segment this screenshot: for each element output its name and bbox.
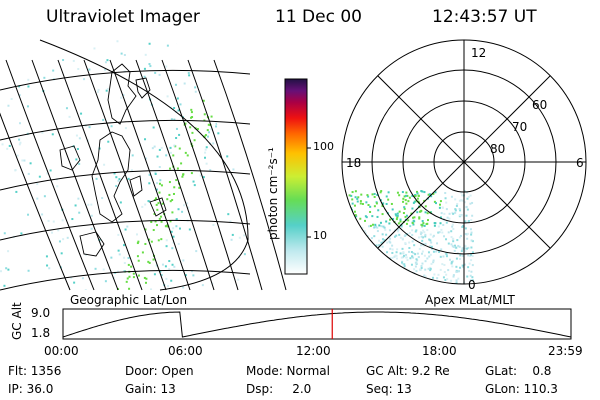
time-tick-1800: 18:00 — [422, 344, 457, 358]
coastline-outline — [59, 63, 167, 257]
altitude-tick-1-8: 1.8 — [31, 326, 51, 340]
colorbar-tick-10: 10 — [313, 229, 327, 242]
time-tick-1200: 12:00 — [296, 344, 331, 358]
geo-longitude: GLon: 110.3 — [485, 382, 558, 396]
colorbar-tick-100: 100 — [313, 140, 334, 153]
display-value: Dsp: 2.0 — [246, 382, 312, 396]
altitude-axis-label: GC Alt — [10, 302, 24, 340]
mlt-label-0: 0 — [468, 278, 476, 292]
polar-grid — [341, 39, 587, 285]
mlat-label-70: 70 — [512, 120, 528, 134]
instrument-title: Ultraviolet Imager — [46, 7, 200, 27]
mlt-label-12: 12 — [471, 46, 487, 60]
left-panel-caption: Geographic Lat/Lon — [70, 293, 188, 307]
right-panel-caption: Apex MLat/MLT — [425, 293, 515, 307]
date-label: 11 Dec 00 — [275, 7, 362, 27]
time-tick-2359: 23:59 — [548, 344, 583, 358]
geo-latitude: GLat: 0.8 — [485, 364, 552, 378]
altitude-curve — [62, 311, 572, 338]
ip-value: IP: 36.0 — [8, 382, 54, 396]
time-tick-0600: 06:00 — [168, 344, 203, 358]
flight-number: Flt: 1356 — [8, 364, 62, 378]
photon-flux-colorbar — [284, 78, 311, 275]
sequence-number: Seq: 13 — [366, 382, 412, 396]
door-status: Door: Open — [125, 364, 194, 378]
lat-lon-grid — [0, 39, 287, 291]
time-tick-0000: 00:00 — [44, 344, 79, 358]
mlt-label-18: 18 — [346, 156, 362, 170]
mode-status: Mode: Normal — [246, 364, 330, 378]
altitude-tick-9: 9.0 — [31, 306, 51, 320]
mlt-label-6: 6 — [576, 156, 584, 170]
gain-value: Gain: 13 — [125, 382, 176, 396]
mlat-label-60: 60 — [532, 98, 548, 112]
time-label: 12:43:57 UT — [432, 7, 537, 27]
mlat-label-80: 80 — [490, 142, 506, 156]
gc-altitude: GC Alt: 9.2 Re — [366, 364, 450, 378]
